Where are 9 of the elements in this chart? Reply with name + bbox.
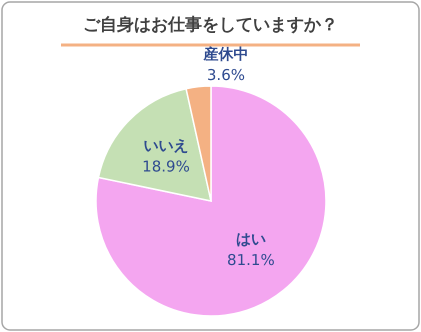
data-label: 3.6% <box>206 66 245 84</box>
slice-label: はい <box>236 230 266 248</box>
pie-slice <box>98 88 212 202</box>
pie-slice <box>95 85 327 317</box>
chart-title: ご自身はお仕事をしていますか？ <box>83 15 338 35</box>
slice-label: 産休中 <box>202 44 248 63</box>
data-label: 18.9% <box>142 158 190 176</box>
data-label: 81.1% <box>227 251 275 270</box>
slice-label: いいえ <box>144 136 189 155</box>
